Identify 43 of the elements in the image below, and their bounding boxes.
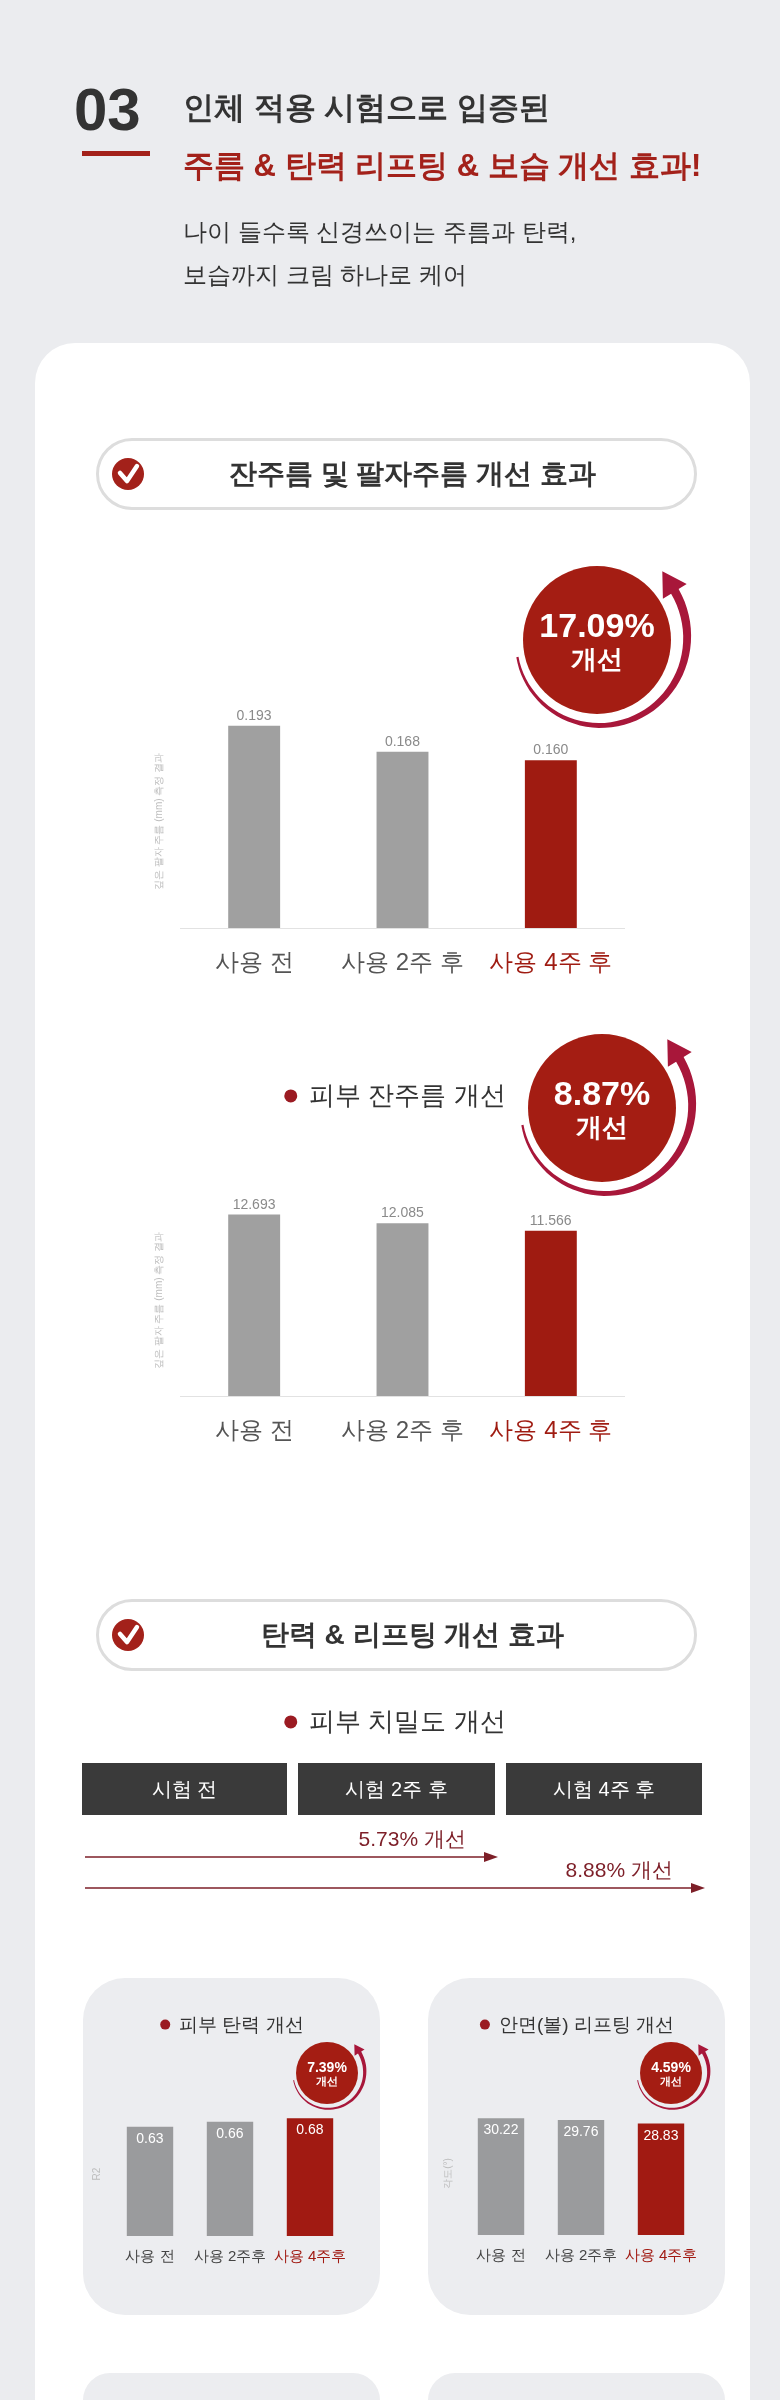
x-tick-label: 사용 4주 후 bbox=[489, 947, 613, 975]
data-label: 30.22 bbox=[483, 2121, 519, 2138]
x-tick-label: 사용 전 bbox=[214, 1415, 294, 1443]
data-label: 12.693 bbox=[232, 1195, 276, 1212]
text: 피부 치밀도 개선 bbox=[309, 1706, 506, 1738]
data-label: 0.160 bbox=[533, 741, 569, 758]
text: 5.73% 개선 bbox=[358, 1826, 466, 1852]
text: 인체 적용 시험으로 입증된 bbox=[183, 89, 550, 127]
category-label: 시험 전 bbox=[151, 1777, 218, 1801]
data-label: 29.76 bbox=[563, 2122, 599, 2139]
x-tick-label: 사용 전 bbox=[125, 2247, 175, 2264]
data-label: 0.68 bbox=[296, 2121, 324, 2138]
data-label: 0.193 bbox=[236, 706, 272, 723]
text: 주름 & 탄력 리프팅 & 보습 개선 효과! bbox=[183, 147, 702, 185]
text: 03 bbox=[74, 76, 141, 143]
text: 나이 들수록 신경쓰이는 주름과 탄력, 보습까지 크림 하나로 케어 bbox=[183, 217, 577, 290]
data-label: 12.085 bbox=[380, 1204, 425, 1221]
x-tick-label: 사용 2주 후 bbox=[341, 947, 464, 975]
text: 4.59% 개선 bbox=[651, 2058, 691, 2088]
x-tick-label: 사용 4주후 bbox=[624, 2246, 698, 2263]
text: 7.39% 개선 bbox=[307, 2058, 347, 2088]
chart-title: 피부 탄력 개선 bbox=[179, 2013, 304, 2037]
x-tick-label: 사용 2주후 bbox=[193, 2247, 267, 2264]
x-tick-label: 사용 전 bbox=[214, 947, 294, 975]
chart-title: 피부 잔주름 개선 bbox=[309, 1080, 506, 1112]
chart-title: 안면(볼) 리프팅 개선 bbox=[498, 2013, 675, 2037]
data-label: 0.168 bbox=[384, 732, 421, 749]
category-label: 시험 2주 후 bbox=[345, 1777, 448, 1801]
x-tick-label: 사용 전 bbox=[476, 2246, 526, 2263]
data-label: 28.83 bbox=[643, 2126, 679, 2143]
text: 8.88% 개선 bbox=[565, 1857, 673, 1883]
data-label: 11.566 bbox=[529, 1211, 572, 1228]
x-tick-label: 사용 4주 후 bbox=[489, 1415, 613, 1443]
data-label: 0.63 bbox=[136, 2129, 164, 2146]
x-tick-label: 사용 2주 후 bbox=[341, 1415, 464, 1443]
text: 8.87% 개선 bbox=[553, 1073, 651, 1143]
text: 탄력 & 리프팅 개선 효과 bbox=[260, 1618, 565, 1652]
category-label: 시험 4주 후 bbox=[552, 1777, 656, 1801]
data-label: 0.66 bbox=[216, 2124, 244, 2141]
x-tick-label: 사용 2주후 bbox=[544, 2246, 618, 2263]
x-tick-label: 사용 4주후 bbox=[273, 2247, 347, 2264]
chart-title: 잔주름 및 팔자주름 개선 효과 bbox=[228, 457, 597, 491]
text: 17.09% 개선 bbox=[539, 605, 655, 675]
